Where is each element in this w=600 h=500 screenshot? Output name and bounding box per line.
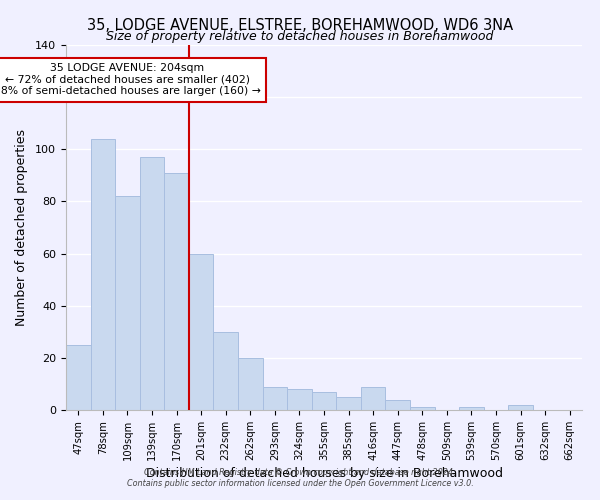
Text: Size of property relative to detached houses in Borehamwood: Size of property relative to detached ho…: [106, 30, 494, 43]
Bar: [385, 400, 410, 410]
Bar: [336, 397, 361, 410]
Text: Contains HM Land Registry data © Crown copyright and database right 2024.
Contai: Contains HM Land Registry data © Crown c…: [127, 468, 473, 487]
Bar: [140, 157, 164, 410]
Bar: [459, 408, 484, 410]
Bar: [164, 173, 189, 410]
Bar: [312, 392, 336, 410]
Text: 35 LODGE AVENUE: 204sqm
← 72% of detached houses are smaller (402)
28% of semi-d: 35 LODGE AVENUE: 204sqm ← 72% of detache…: [0, 64, 261, 96]
Text: 35, LODGE AVENUE, ELSTREE, BOREHAMWOOD, WD6 3NA: 35, LODGE AVENUE, ELSTREE, BOREHAMWOOD, …: [87, 18, 513, 32]
Bar: [508, 405, 533, 410]
Bar: [238, 358, 263, 410]
Bar: [189, 254, 214, 410]
Bar: [263, 386, 287, 410]
Bar: [91, 139, 115, 410]
Y-axis label: Number of detached properties: Number of detached properties: [15, 129, 28, 326]
Bar: [361, 386, 385, 410]
Bar: [214, 332, 238, 410]
Bar: [410, 408, 434, 410]
Bar: [287, 389, 312, 410]
X-axis label: Distribution of detached houses by size in Borehamwood: Distribution of detached houses by size …: [146, 467, 503, 480]
Bar: [66, 345, 91, 410]
Bar: [115, 196, 140, 410]
